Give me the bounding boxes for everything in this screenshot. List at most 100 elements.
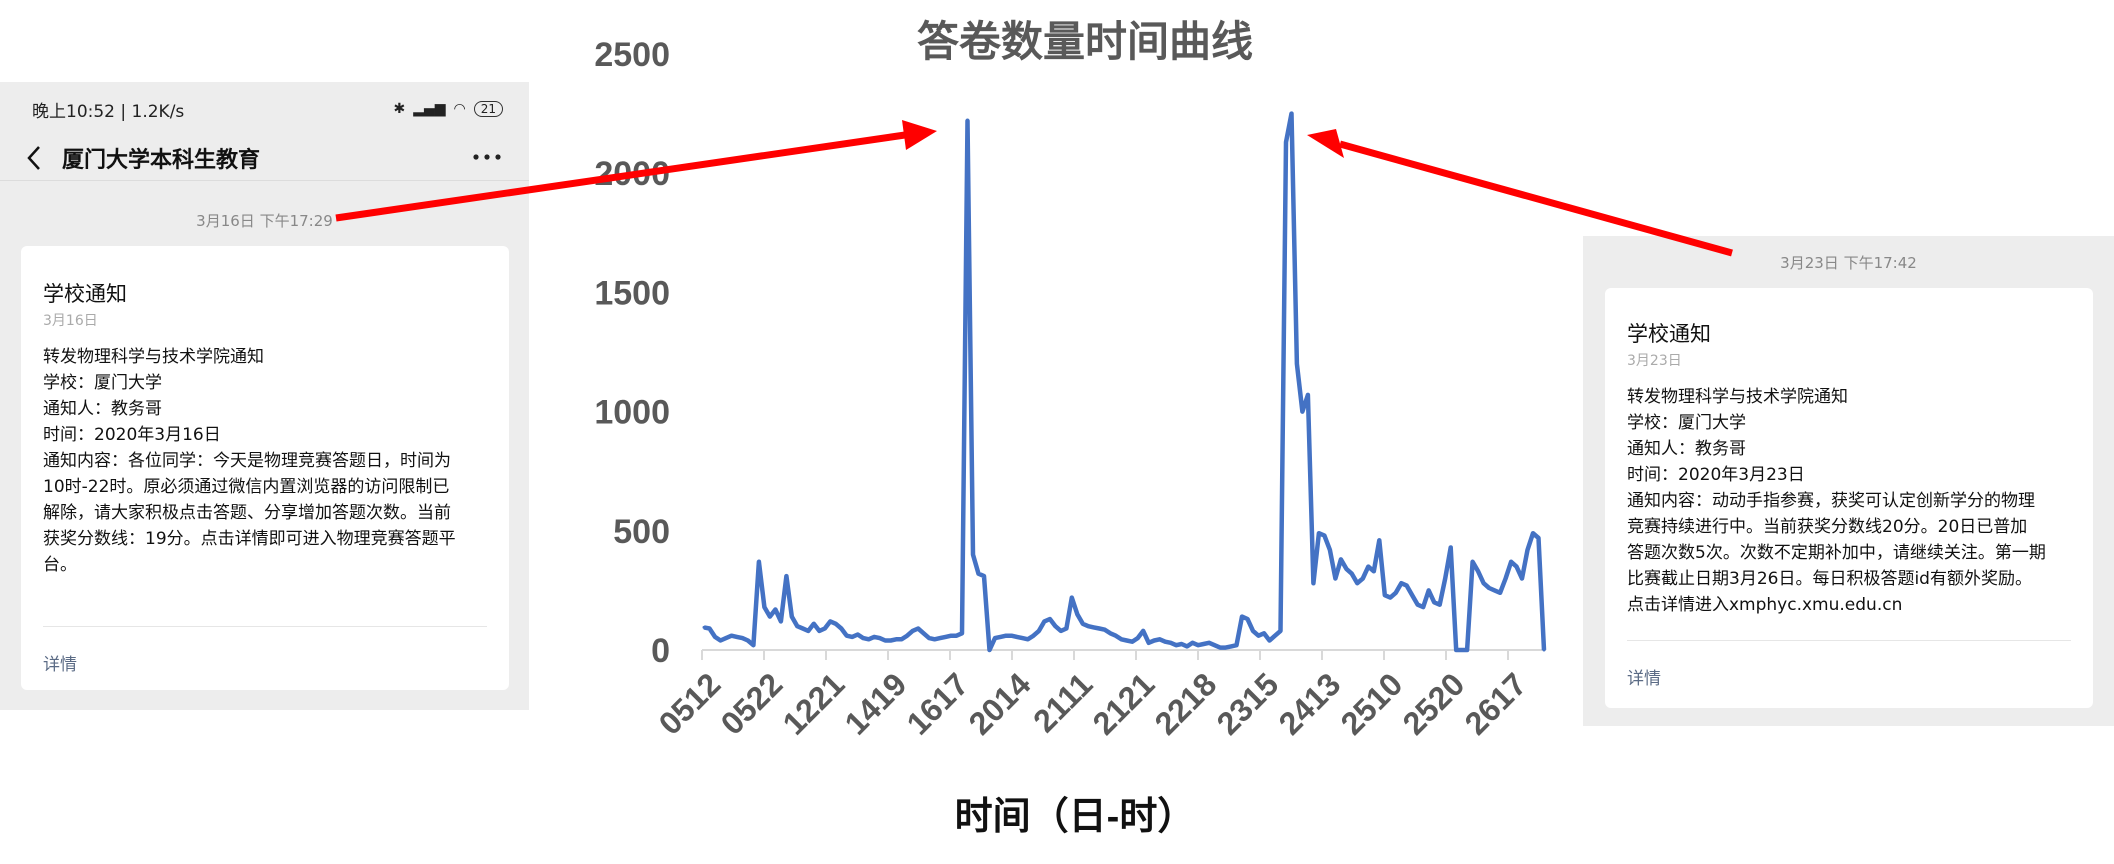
data-point (795, 624, 799, 628)
data-point (762, 605, 766, 609)
data-point (779, 619, 783, 623)
data-point (839, 627, 843, 630)
data-point (966, 119, 969, 123)
data-points (702, 112, 1546, 652)
notification-card[interactable]: 学校通知 3月16日 转发物理科学与技术学院通知 学校：厦门大学 通知人：教务哥… (21, 246, 509, 690)
data-point (1355, 581, 1359, 585)
data-point (1482, 581, 1486, 585)
data-point (878, 636, 882, 640)
x-tick-label: 1221 (776, 666, 852, 742)
arrow-right-head (1307, 129, 1344, 158)
arrow-right (1339, 140, 1733, 257)
more-options-icon[interactable] (467, 142, 507, 172)
battery-icon: 21 (473, 101, 503, 117)
card-title: 学校通知 (1627, 322, 1711, 346)
card-divider (1627, 640, 2071, 641)
data-point (719, 639, 722, 642)
data-point (1427, 588, 1431, 592)
x-tick-label: 0522 (714, 666, 790, 742)
data-point (1141, 629, 1145, 633)
data-point (784, 574, 788, 578)
notification-card[interactable]: 学校通知 3月23日 转发物理科学与技术学院通知 学校：厦门大学 通知人：教务哥… (1605, 288, 2093, 708)
data-point (938, 636, 942, 640)
card-line: 竞赛持续进行中。当前获奖分数线20分。20日已普加 (1627, 517, 2028, 537)
data-point (993, 636, 997, 640)
data-point (730, 634, 733, 638)
data-point (894, 637, 898, 641)
data-point (724, 636, 728, 640)
card-line: 时间：2020年3月16日 (43, 425, 221, 445)
x-tick-label: 2617 (1458, 666, 1534, 742)
data-point (790, 615, 794, 619)
data-point (1037, 629, 1041, 633)
data-point (1114, 634, 1118, 638)
data-point (1152, 639, 1156, 642)
data-point (1251, 629, 1255, 633)
data-point (949, 634, 953, 638)
details-link[interactable]: 详情 (43, 655, 77, 675)
data-point (1218, 646, 1222, 650)
data-point (1333, 577, 1337, 580)
data-point (1487, 586, 1491, 590)
data-point (1075, 612, 1079, 616)
card-date: 3月16日 (43, 313, 98, 329)
card-line: 10时-22时。原必须通过微信内置浏览器的访问限制已 (43, 477, 450, 497)
data-point (916, 627, 920, 630)
data-point (1438, 603, 1442, 607)
data-point (801, 627, 805, 630)
details-link[interactable]: 详情 (1627, 669, 1661, 689)
data-point (1279, 629, 1282, 633)
data-point (1388, 596, 1392, 600)
data-point (1136, 636, 1140, 640)
data-point (1317, 531, 1321, 535)
x-tick-label: 1617 (900, 666, 976, 742)
x-axis-title: 时间（日-时） (955, 796, 1196, 838)
card-date: 3月23日 (1627, 353, 1682, 369)
x-tick-label: 0512 (652, 666, 728, 742)
right-phone-screenshot: 3月23日 下午17:42 学校通知 3月23日 转发物理科学与技术学院通知 学… (1583, 236, 2114, 726)
message-timestamp: 3月23日 下午17:42 (1780, 254, 1917, 272)
data-point (1372, 569, 1376, 573)
y-tick-label: 500 (613, 513, 670, 551)
data-point (960, 631, 964, 635)
back-arrow-icon[interactable] (12, 136, 56, 180)
data-point (1086, 624, 1090, 628)
data-point (1306, 393, 1310, 397)
x-tick-label: 2218 (1148, 666, 1224, 742)
data-point (1361, 577, 1365, 580)
card-line: 点击详情进入xmphyc.xmu.edu.cn (1627, 595, 1903, 615)
status-icons: ✱ ▂▄▆ ◠ 21 (393, 101, 503, 117)
x-axis: 0512052212211419161720142111212122182315… (652, 650, 1534, 742)
data-point (1092, 625, 1096, 629)
data-point (806, 629, 810, 633)
data-point (1053, 624, 1057, 628)
data-point (1125, 639, 1129, 642)
data-point (883, 639, 887, 642)
data-point (768, 615, 772, 619)
card-body: 转发物理科学与技术学院通知 学校：厦门大学 通知人：教务哥 时间：2020年3月… (43, 344, 456, 578)
data-point (933, 637, 937, 641)
data-point (1240, 615, 1244, 619)
card-line: 转发物理科学与技术学院通知 (1627, 387, 1848, 407)
data-point (1432, 600, 1436, 604)
y-tick-label: 1000 (594, 394, 670, 432)
data-point (1081, 622, 1085, 626)
data-point (1520, 577, 1524, 580)
data-point (1515, 565, 1518, 569)
data-point (1158, 637, 1162, 641)
card-line: 通知内容：动动手指参赛，获奖可认定创新学分的物理 (1627, 491, 2035, 511)
data-point (1010, 634, 1013, 638)
data-point (1108, 631, 1112, 635)
data-point (1350, 572, 1354, 576)
data-point (1020, 636, 1024, 640)
data-point (1454, 648, 1458, 652)
chart-title: 答卷数量时间曲线 (917, 18, 1253, 65)
x-tick-label: 1419 (838, 666, 914, 742)
wifi-icon: ◠ (453, 101, 466, 117)
signal-icon: ▂▄▆ (413, 101, 446, 117)
data-point (1443, 577, 1447, 580)
data-point (708, 627, 711, 630)
data-point (845, 634, 849, 638)
data-point (861, 636, 865, 640)
card-line: 解除，请大家积极点击答题、分享增加答题次数。当前 (43, 503, 451, 523)
